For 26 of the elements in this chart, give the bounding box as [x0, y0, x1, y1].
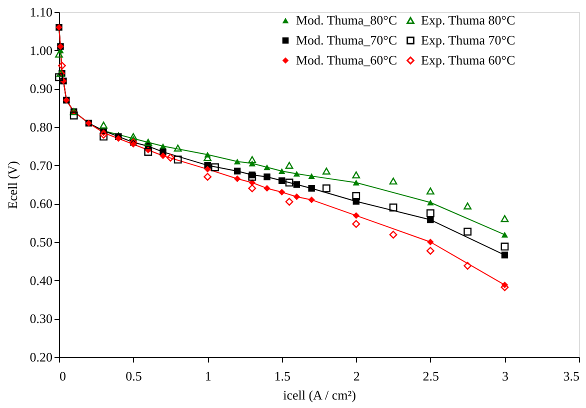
x-axis-title: icell (A / cm²): [283, 388, 356, 402]
x-tick-label: 1: [204, 368, 212, 384]
legend-label: Exp. Thuma 80°C: [421, 12, 516, 28]
legend-label: Exp. Thuma 60°C: [421, 52, 516, 68]
y-tick-label: 0.30: [30, 311, 52, 326]
legend-label: Mod. Thuma_60°C: [296, 52, 398, 68]
x-tick-label: 0: [60, 368, 66, 384]
x-tick-label: 2: [353, 368, 360, 384]
y-axis-title: Ecell (V): [4, 160, 20, 210]
legend-label: Mod. Thuma_80°C: [296, 12, 398, 28]
y-tick-label: 0.60: [30, 196, 52, 212]
y-tick-label: 1.00: [30, 42, 52, 58]
legend-label: Exp. Thuma 70°C: [421, 32, 516, 48]
y-tick-label: 0.80: [30, 120, 52, 134]
y-tick-label: 0.20: [30, 350, 52, 364]
x-tick-label: 1.5: [274, 368, 290, 384]
x-tick-label: 3: [502, 368, 508, 384]
y-tick-label: 1.10: [30, 4, 52, 20]
y-tick-label: 0.90: [30, 81, 52, 96]
y-tick-label: 0.40: [30, 272, 52, 288]
x-tick-label: 0.5: [126, 368, 142, 384]
y-tick-label: 0.50: [30, 234, 52, 250]
y-tick-label: 0.70: [30, 158, 52, 173]
x-tick-label: 2.5: [422, 368, 440, 384]
x-tick-label: 3.5: [563, 368, 580, 384]
legend-label: Mod. Thuma_70°C: [296, 32, 398, 48]
